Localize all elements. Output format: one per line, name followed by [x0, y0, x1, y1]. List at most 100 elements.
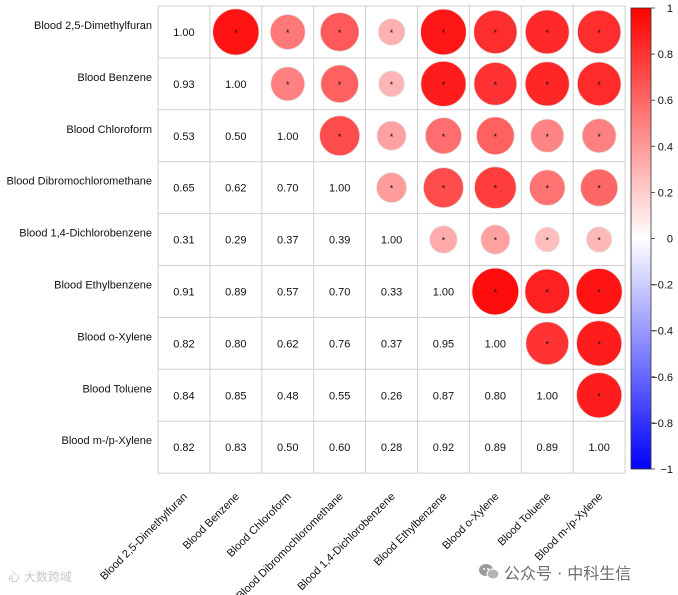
correlation-circle — [524, 61, 570, 107]
coefficient-label: 0.37 — [277, 235, 298, 247]
coefficient-label: 0.85 — [225, 390, 246, 402]
colorbar-tick-label: −1 — [660, 464, 673, 476]
significance-marker: * — [597, 391, 601, 401]
correlation-circle — [269, 14, 306, 50]
significance-marker: * — [545, 132, 549, 142]
coefficient-label: 1.00 — [381, 235, 402, 247]
significance-marker: * — [286, 80, 290, 90]
correlation-circle — [476, 116, 515, 156]
significance-marker: * — [494, 184, 498, 194]
significance-marker: * — [597, 184, 601, 194]
significance-marker: * — [286, 28, 290, 38]
significance-marker: * — [545, 287, 549, 297]
correlation-circle — [581, 118, 617, 154]
coefficient-label: 0.37 — [381, 338, 402, 350]
coefficient-label: 1.00 — [225, 79, 246, 91]
significance-marker: * — [442, 80, 446, 90]
coefficient-label: 0.62 — [277, 338, 298, 350]
significance-marker: * — [545, 28, 549, 38]
correlation-circle — [422, 167, 464, 209]
row-label: Blood 1,4-Dichlorobenzene — [19, 228, 152, 240]
significance-marker: * — [442, 236, 446, 246]
correlation-circle — [586, 226, 613, 253]
colorbar-tick-label: −0.4 — [651, 326, 673, 338]
column-label: Blood Dibromochloromethane — [234, 491, 345, 595]
coefficient-label: 0.62 — [225, 183, 246, 195]
correlation-circle — [473, 61, 518, 106]
coefficient-label: 0.70 — [277, 183, 298, 195]
wechat-icon — [479, 564, 500, 580]
row-label: Blood Dibromochloromethane — [6, 176, 152, 188]
row-labels: Blood 2,5-Dimethylfuran Blood Benzene Bloo… — [6, 20, 152, 447]
matrix-cells: 1.00 * * * * * * * * 0.93 1.00 * * * * * * * 0.53 0.50 1.00 *… — [173, 8, 623, 454]
watermark-left: 心 大数跨域 — [8, 570, 72, 584]
watermark-right: 公众号 · 中科生信 — [478, 560, 631, 584]
correlation-circle — [534, 226, 560, 253]
colorbar-tick-label: 1 — [667, 3, 673, 15]
coefficient-label: 0.89 — [485, 442, 506, 454]
row-label: Blood 2,5-Dimethylfuran — [34, 20, 152, 32]
colorbar: 1 0.8 0.6 0.4 0.2 0 −0.2 −0.4 −0.6 −0.8 −1 — [630, 3, 673, 476]
colorbar-tick-label: 0.2 — [658, 187, 673, 199]
row-label: Blood Toluene — [82, 383, 152, 395]
coefficient-label: 0.39 — [329, 235, 350, 247]
significance-marker: * — [442, 28, 446, 38]
significance-marker: * — [597, 132, 601, 142]
coefficient-label: 0.80 — [485, 390, 506, 402]
correlation-circle — [424, 117, 462, 155]
correlation-circle — [524, 268, 571, 315]
correlation-circle — [575, 268, 623, 315]
column-label: Blood o-Xylene — [440, 491, 501, 552]
coefficient-label: 1.00 — [329, 183, 350, 195]
coefficient-label: 0.95 — [433, 338, 454, 350]
correlation-circle — [524, 9, 570, 55]
coefficient-label: 0.70 — [329, 286, 350, 298]
row-label: Blood Benzene — [77, 72, 152, 84]
row-label: Blood Chloroform — [66, 124, 152, 136]
coefficient-label: 0.53 — [173, 131, 194, 143]
significance-marker: * — [338, 132, 342, 142]
correlation-circle — [270, 66, 306, 102]
coefficient-label: 1.00 — [588, 442, 609, 454]
coefficient-label: 0.33 — [381, 286, 402, 298]
coefficient-label: 0.89 — [537, 442, 558, 454]
coefficient-label: 0.76 — [329, 338, 350, 350]
colorbar-tick-label: −0.8 — [651, 418, 673, 430]
correlation-circle — [474, 166, 517, 209]
correlation-circle — [471, 267, 520, 316]
coefficient-label: 0.84 — [173, 390, 194, 402]
significance-marker: * — [234, 28, 238, 38]
coefficient-label: 0.57 — [277, 286, 298, 298]
correlation-circle — [576, 320, 623, 367]
significance-marker: * — [390, 28, 394, 38]
significance-marker: * — [545, 339, 549, 349]
significance-marker: * — [597, 287, 601, 297]
significance-marker: * — [597, 236, 601, 246]
coefficient-label: 0.93 — [173, 79, 194, 91]
significance-marker: * — [494, 80, 498, 90]
column-label: Blood 2,5-Dimethylfuran — [98, 491, 190, 583]
correlation-circle — [377, 18, 406, 46]
significance-marker: * — [597, 339, 601, 349]
significance-marker: * — [338, 28, 342, 38]
colorbar-tick-label: 0.4 — [658, 141, 673, 153]
coefficient-label: 0.89 — [225, 286, 246, 298]
correlation-circle — [530, 118, 565, 153]
correlation-circle — [376, 120, 407, 151]
coefficient-label: 1.00 — [485, 338, 506, 350]
colorbar-tick-label: 0.6 — [658, 95, 673, 107]
correlation-circle — [320, 64, 359, 104]
correlation-circle — [580, 168, 619, 207]
significance-marker: * — [545, 236, 549, 246]
correlation-circle — [525, 321, 570, 366]
correlation-circle — [378, 70, 405, 98]
significance-marker: * — [597, 28, 601, 38]
column-label: Blood Toluene — [496, 491, 554, 549]
coefficient-label: 0.80 — [225, 338, 246, 350]
correlation-circle — [420, 8, 467, 56]
colorbar-tick-label: −0.6 — [651, 372, 673, 384]
coefficient-label: 0.60 — [329, 442, 350, 454]
correlation-circle — [480, 224, 511, 255]
row-label: Blood m-/p-Xylene — [62, 435, 153, 447]
significance-marker: * — [442, 132, 446, 142]
